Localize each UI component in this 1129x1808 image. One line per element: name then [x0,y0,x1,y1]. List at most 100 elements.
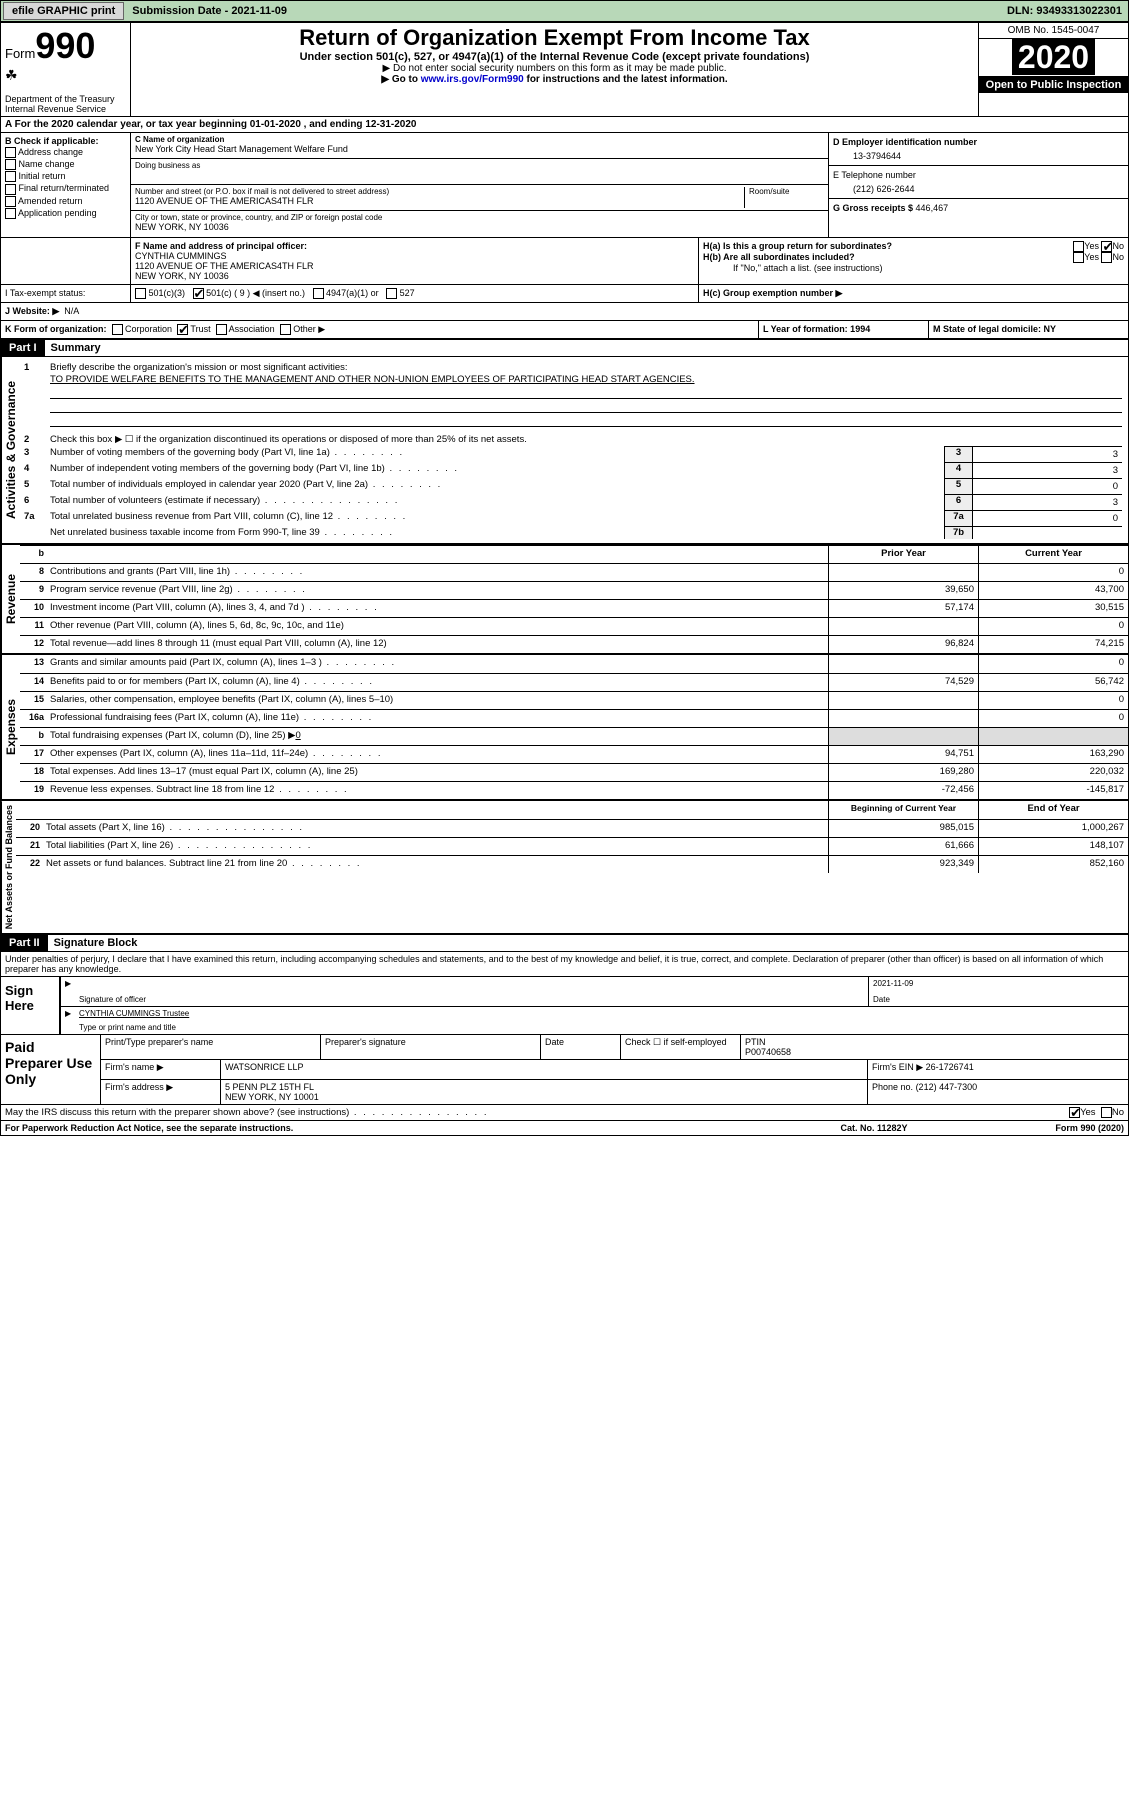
h-a-label: H(a) Is this a group return for subordin… [703,241,892,251]
line-20-boy: 985,015 [828,820,978,837]
ck-corp[interactable] [112,324,123,335]
ha-yes[interactable] [1073,241,1084,252]
signature-declaration: Under penalties of perjury, I declare th… [1,952,1128,976]
part-1-header: Part I [1,340,45,356]
open-inspection: Open to Public Inspection [979,77,1128,93]
website-label: J Website: ▶ [5,306,59,316]
line-17-prior: 94,751 [828,746,978,763]
line-6-val: 3 [972,494,1122,510]
gross-receipts-label: G Gross receipts $ [833,203,916,213]
discuss-no[interactable] [1101,1107,1112,1118]
h-c-label: H(c) Group exemption number ▶ [703,288,842,298]
line-11-prior [828,618,978,635]
submission-date: Submission Date - 2021-11-09 [126,3,293,19]
line-10-desc: Investment income (Part VIII, column (A)… [46,600,828,617]
officer-name: CYNTHIA CUMMINGS [135,251,694,261]
line-5-val: 0 [972,478,1122,494]
prep-name-label: Print/Type preparer's name [101,1035,321,1059]
line-16a-current: 0 [978,710,1128,727]
row-a-tax-year: A For the 2020 calendar year, or tax yea… [1,117,1128,133]
line-19-current: -145,817 [978,782,1128,799]
state-domicile: M State of legal domicile: NY [933,324,1056,334]
ha-no[interactable] [1101,241,1112,252]
line-19-desc: Revenue less expenses. Subtract line 18 … [46,782,828,799]
firm-ein: 26-1726741 [926,1062,974,1072]
ck-527[interactable] [386,288,397,299]
line-15-current: 0 [978,692,1128,709]
discuss-question: May the IRS discuss this return with the… [5,1107,1069,1118]
line-13-desc: Grants and similar amounts paid (Part IX… [46,655,828,673]
efile-print-button[interactable]: efile GRAPHIC print [3,2,124,20]
checkbox-name-change[interactable] [5,159,16,170]
firm-addr-label: Firm's address ▶ [101,1080,221,1104]
dept-treasury: Department of the Treasury Internal Reve… [5,94,126,114]
ck-assoc[interactable] [216,324,227,335]
prep-self-employed: Check ☐ if self-employed [621,1035,741,1059]
ck-4947[interactable] [313,288,324,299]
line-22-boy: 923,349 [828,856,978,873]
firm-phone-label: Phone no. [872,1082,913,1092]
sig-name-label: Type or print name and title [79,1023,1124,1032]
ein-value: 13-3794644 [833,147,1124,161]
officer-addr2: NEW YORK, NY 10036 [135,271,694,281]
line-16a-desc: Professional fundraising fees (Part IX, … [46,710,828,727]
checkbox-initial-return[interactable] [5,171,16,182]
prep-date-label: Date [541,1035,621,1059]
line-22-desc: Net assets or fund balances. Subtract li… [42,856,828,873]
line-7a-desc: Total unrelated business revenue from Pa… [50,511,407,522]
discuss-yes[interactable] [1069,1107,1080,1118]
line-22-eoy: 852,160 [978,856,1128,873]
line-21-boy: 61,666 [828,838,978,855]
line-14-current: 56,742 [978,674,1128,691]
phone-value: (212) 626-2644 [833,180,1124,194]
hb-no[interactable] [1101,252,1112,263]
suite-label: Room/suite [744,187,824,208]
line-3-desc: Number of voting members of the governin… [50,447,404,458]
line-10-prior: 57,174 [828,600,978,617]
footer-form: Form 990 (2020) [974,1123,1124,1133]
vlabel-revenue: Revenue [1,545,20,653]
line-17-current: 163,290 [978,746,1128,763]
checkbox-application[interactable] [5,208,16,219]
line-12-prior: 96,824 [828,636,978,653]
ein-label: D Employer identification number [833,137,977,147]
ck-501c3[interactable] [135,288,146,299]
omb-number: OMB No. 1545-0047 [979,23,1128,39]
box-b: B Check if applicable: Address change Na… [1,133,131,237]
form-note-1: ▶ Do not enter social security numbers o… [133,63,976,74]
line-2-desc: Check this box ▶ ☐ if the organization d… [50,434,527,445]
firm-phone: (212) 447-7300 [916,1082,978,1092]
ck-trust[interactable] [177,324,188,335]
ck-other[interactable] [280,324,291,335]
ck-501c[interactable] [193,288,204,299]
tax-year: 2020 [1012,39,1095,75]
vlabel-governance: Activities & Governance [1,357,20,543]
line-9-prior: 39,650 [828,582,978,599]
checkbox-address-change[interactable] [5,147,16,158]
line-12-current: 74,215 [978,636,1128,653]
officer-addr1: 1120 AVENUE OF THE AMERICAS4TH FLR [135,261,694,271]
irs-link[interactable]: www.irs.gov/Form990 [421,74,524,85]
firm-addr1: 5 PENN PLZ 15TH FL [225,1082,863,1092]
line-12-desc: Total revenue—add lines 8 through 11 (mu… [46,636,828,653]
col-boy: Beginning of Current Year [828,801,978,819]
firm-name-label: Firm's name ▶ [101,1060,221,1079]
col-current: Current Year [978,546,1128,563]
dln-label: DLN: 93493313022301 [1001,3,1128,19]
h-b-label: H(b) Are all subordinates included? [703,252,855,262]
form-number: 990 [35,25,95,66]
line-7b-val [972,526,1122,539]
sig-date: 2021-11-09 [873,979,1124,995]
line-4-val: 3 [972,462,1122,478]
hb-yes[interactable] [1073,252,1084,263]
line-14-prior: 74,529 [828,674,978,691]
checkbox-amended[interactable] [5,196,16,207]
col-eoy: End of Year [978,801,1128,819]
line-7b-desc: Net unrelated business taxable income fr… [50,527,394,538]
vlabel-expenses: Expenses [1,655,20,799]
ptin-value: P00740658 [745,1047,791,1057]
checkbox-final-return[interactable] [5,184,16,195]
line-6-desc: Total number of volunteers (estimate if … [50,495,399,506]
tax-exempt-label [5,241,8,251]
footer-cat: Cat. No. 11282Y [774,1123,974,1133]
